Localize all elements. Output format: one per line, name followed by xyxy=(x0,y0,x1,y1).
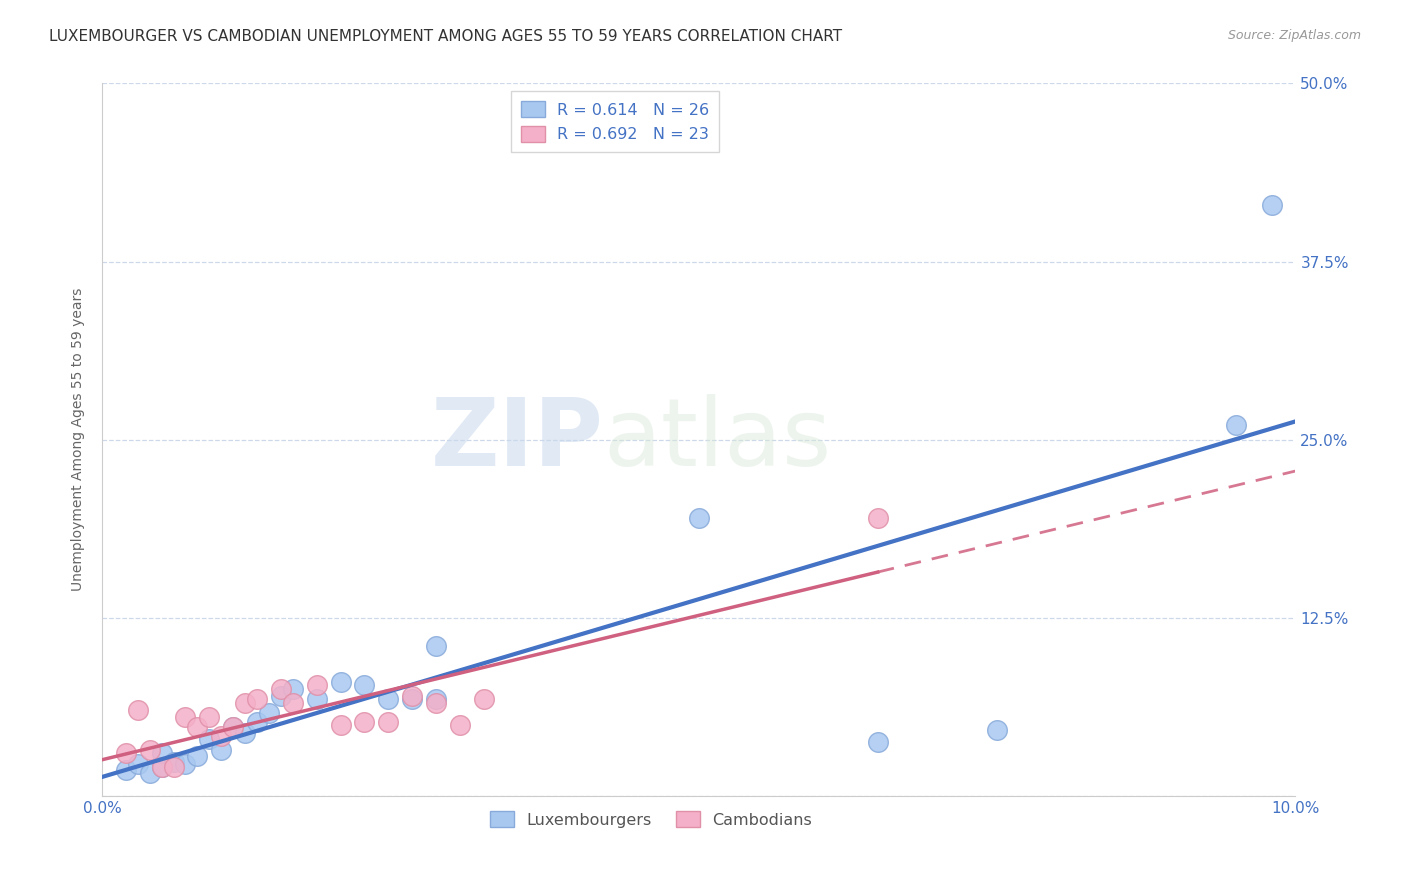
Point xyxy=(233,726,256,740)
Point xyxy=(174,757,197,772)
Point xyxy=(233,696,256,710)
Legend: Luxembourgers, Cambodians: Luxembourgers, Cambodians xyxy=(484,805,818,834)
Point xyxy=(127,703,149,717)
Point xyxy=(866,734,889,748)
Point xyxy=(425,696,447,710)
Point xyxy=(186,720,208,734)
Point xyxy=(329,717,352,731)
Point xyxy=(209,743,232,757)
Point xyxy=(162,760,184,774)
Point xyxy=(305,691,328,706)
Point xyxy=(270,681,292,696)
Point xyxy=(246,691,269,706)
Point xyxy=(425,639,447,653)
Point xyxy=(329,674,352,689)
Point xyxy=(127,757,149,772)
Point xyxy=(150,760,173,774)
Point xyxy=(114,763,136,777)
Point xyxy=(401,691,423,706)
Point xyxy=(353,714,375,729)
Point xyxy=(198,731,221,746)
Text: LUXEMBOURGER VS CAMBODIAN UNEMPLOYMENT AMONG AGES 55 TO 59 YEARS CORRELATION CHA: LUXEMBOURGER VS CAMBODIAN UNEMPLOYMENT A… xyxy=(49,29,842,44)
Point xyxy=(353,678,375,692)
Point xyxy=(198,710,221,724)
Point xyxy=(114,746,136,760)
Point xyxy=(425,691,447,706)
Point xyxy=(150,760,173,774)
Point xyxy=(1225,418,1247,433)
Point xyxy=(246,714,269,729)
Point xyxy=(174,710,197,724)
Point xyxy=(222,720,245,734)
Point xyxy=(257,706,280,720)
Point xyxy=(401,689,423,703)
Point xyxy=(1260,197,1282,211)
Point xyxy=(150,746,173,760)
Point xyxy=(866,511,889,525)
Point xyxy=(162,755,184,769)
Text: ZIP: ZIP xyxy=(430,393,603,485)
Point xyxy=(186,748,208,763)
Point xyxy=(270,689,292,703)
Text: Source: ZipAtlas.com: Source: ZipAtlas.com xyxy=(1227,29,1361,42)
Y-axis label: Unemployment Among Ages 55 to 59 years: Unemployment Among Ages 55 to 59 years xyxy=(72,288,86,591)
Point xyxy=(209,729,232,743)
Text: atlas: atlas xyxy=(603,393,831,485)
Point xyxy=(986,723,1008,738)
Point xyxy=(449,717,471,731)
Point xyxy=(305,678,328,692)
Point xyxy=(688,511,710,525)
Point xyxy=(472,691,495,706)
Point xyxy=(281,696,304,710)
Point xyxy=(222,720,245,734)
Point xyxy=(138,766,160,780)
Point xyxy=(377,691,399,706)
Point xyxy=(138,743,160,757)
Point xyxy=(281,681,304,696)
Point xyxy=(377,714,399,729)
